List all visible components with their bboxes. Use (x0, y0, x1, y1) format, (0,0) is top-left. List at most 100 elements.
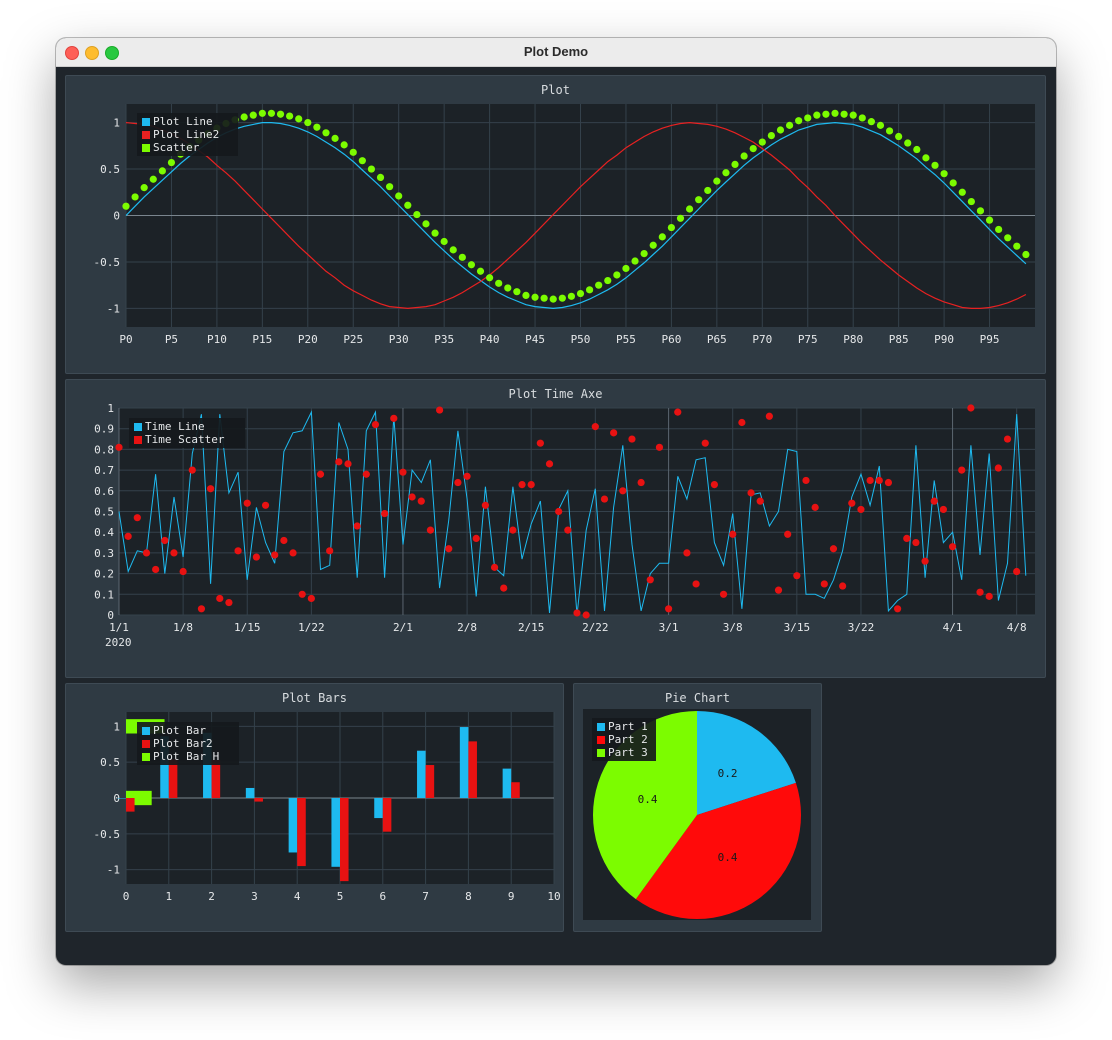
legend-box (129, 418, 245, 448)
x-tick-label: P65 (707, 333, 727, 346)
y-tick-label: -0.5 (94, 828, 121, 841)
scatter-point (640, 249, 648, 258)
bar (417, 750, 426, 798)
scatter-point (573, 609, 581, 617)
scatter-point (904, 139, 912, 147)
scatter-point (913, 145, 921, 154)
y-tick-label: 0 (107, 609, 114, 622)
scatter-point (1004, 234, 1012, 242)
bar (245, 787, 255, 798)
legend-label: Plot Bar (153, 724, 206, 737)
scatter-point (449, 246, 457, 254)
scatter-point (522, 291, 530, 300)
scatter-point (876, 121, 885, 129)
scatter-point (848, 499, 856, 507)
scatter-point (142, 549, 151, 557)
scatter-point (289, 549, 297, 557)
x-tick-label: P30 (389, 333, 409, 346)
scatter-point (649, 241, 657, 249)
close-window-button[interactable] (65, 46, 79, 60)
scatter-point (655, 443, 664, 451)
scatter-point (591, 423, 599, 431)
y-tick-label: 0.2 (94, 568, 114, 581)
bar (382, 798, 392, 832)
scatter-point (316, 470, 325, 478)
bar (331, 798, 340, 867)
scatter-point (995, 225, 1003, 234)
y-tick-label: -0.5 (94, 256, 121, 269)
scatter-point (322, 129, 330, 137)
legend-swatch (134, 423, 142, 431)
scatter-point (445, 545, 453, 553)
scatter-point (1013, 242, 1021, 250)
scatter-point (875, 476, 883, 485)
x-tick-label: P85 (889, 333, 909, 346)
scatter-point (555, 507, 563, 516)
scatter-point (820, 580, 828, 588)
scatter-point (518, 480, 526, 489)
legend-box (137, 113, 238, 156)
scatter-point (122, 202, 130, 210)
x-tick-label: 2 (208, 890, 215, 903)
scatter-point (576, 289, 585, 298)
scatter-point (353, 522, 361, 530)
x-tick-label: 4 (294, 890, 301, 903)
scatter-point (179, 567, 187, 576)
scatter-point (349, 148, 357, 156)
scatter-point (776, 126, 785, 134)
scatter-point (313, 123, 321, 131)
scatter-point (271, 551, 279, 559)
y-tick-label: 0 (113, 210, 120, 223)
x-tick-label: P75 (798, 333, 818, 346)
series-line (118, 410, 1027, 616)
window-title: Plot Demo (523, 44, 589, 59)
scatter-point (472, 534, 480, 543)
scatter-point (667, 223, 676, 232)
scatter-point (152, 565, 160, 574)
scatter-point (243, 499, 251, 507)
scatter-point (376, 173, 385, 182)
scatter-point (298, 590, 306, 598)
scatter-point (884, 478, 893, 487)
x-tick-label: P20 (298, 333, 318, 346)
scatter-point (240, 113, 248, 121)
scatter-point (885, 127, 894, 135)
scatter-point (774, 586, 783, 594)
scatter-point (785, 121, 794, 129)
scatter-point (756, 497, 764, 505)
y-tick-label: 1 (113, 720, 120, 733)
series-line (125, 121, 1027, 310)
scatter-point (258, 109, 266, 117)
y-tick-label: 0 (113, 792, 120, 805)
bar (297, 798, 306, 867)
scatter-point (467, 261, 476, 269)
scatter-point (665, 605, 673, 613)
maximize-window-button[interactable] (105, 46, 119, 60)
scatter-point (701, 439, 709, 447)
legend-swatch (597, 723, 605, 731)
x-tick-label: P45 (525, 333, 545, 346)
legend-swatch (142, 131, 150, 139)
scatter-point (631, 257, 639, 265)
scatter-point (486, 274, 494, 282)
bar (425, 765, 435, 798)
scatter-point (858, 114, 866, 122)
bar (211, 760, 221, 798)
scatter-point (857, 505, 865, 514)
bars-panel-title: Plot Bars (281, 691, 348, 705)
x-tick-label: P10 (207, 333, 227, 346)
scatter-point (197, 605, 206, 613)
scatter-point (600, 495, 609, 503)
title-bar: Plot Demo (56, 38, 1056, 67)
app-window: Plot Demo Plot P0 P5 P10 P15 P20 P25 P30 P35 P40… (56, 38, 1056, 965)
x-tick-label: 5 (337, 890, 344, 903)
x-tick-label: 4/1 (943, 621, 963, 634)
scatter-point (692, 580, 700, 588)
minimize-window-button[interactable] (85, 46, 99, 60)
scatter-point (527, 480, 535, 489)
y-tick-label: 0.5 (94, 506, 114, 519)
x-tick-label: 2/8 (457, 621, 477, 634)
scatter-point (408, 493, 416, 501)
scatter-point (622, 264, 630, 273)
